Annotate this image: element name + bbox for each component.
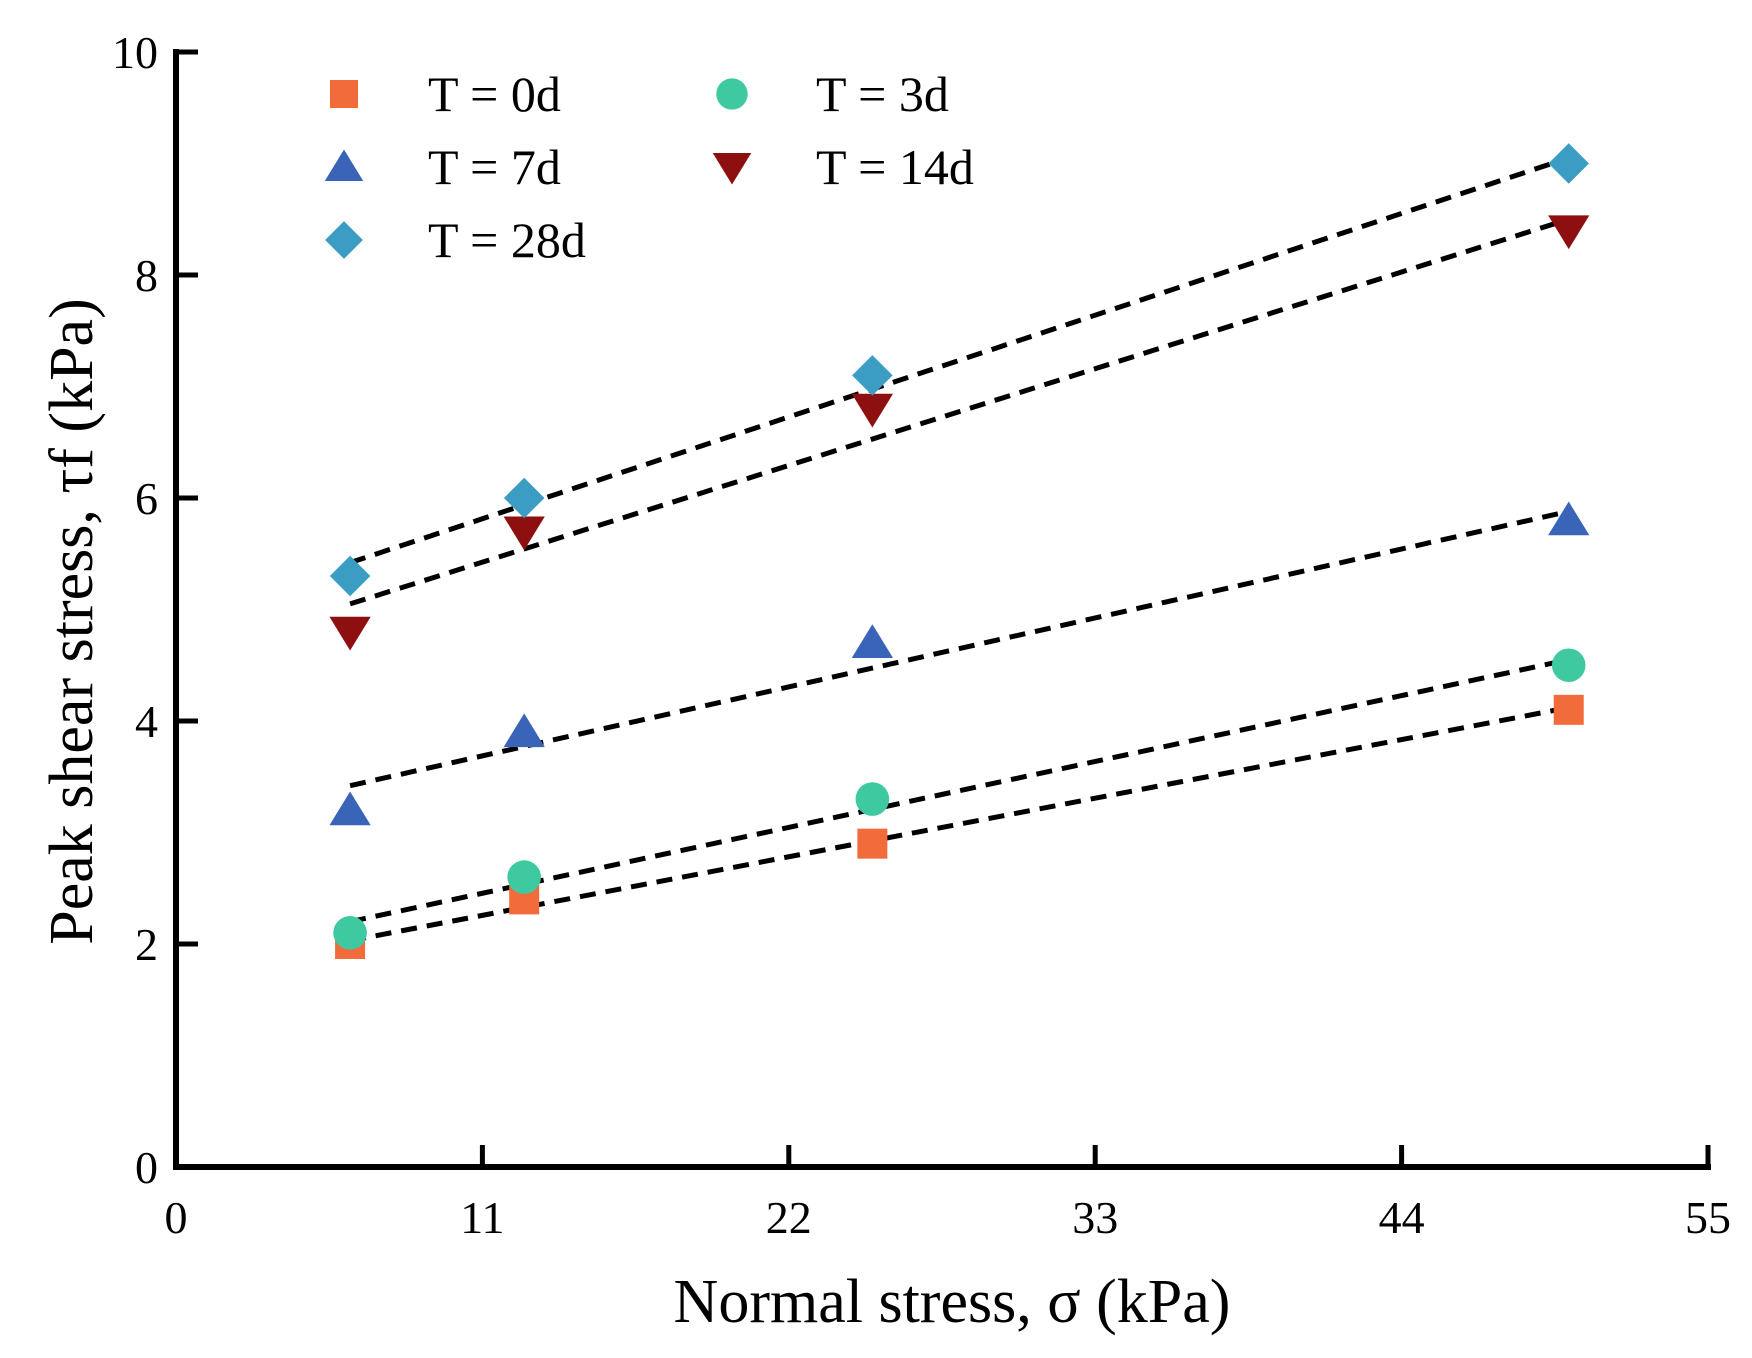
legend-marker: [712, 153, 752, 185]
x-tick-label: 0: [165, 1192, 188, 1243]
data-point: [1551, 648, 1586, 683]
x-tick-label: 11: [460, 1192, 504, 1243]
data-point: [507, 860, 541, 894]
fit-line: [349, 216, 1570, 607]
y-tick-label: 4: [135, 696, 158, 747]
x-tick-label: 33: [1072, 1192, 1118, 1243]
y-tick-label: 2: [135, 919, 158, 970]
data-points: [329, 143, 1590, 959]
data-point: [329, 791, 371, 826]
legend-marker: [324, 149, 364, 181]
data-point: [333, 916, 367, 950]
data-point: [1548, 143, 1589, 184]
legend-label: T = 28d: [428, 212, 586, 268]
data-point: [329, 555, 371, 597]
data-point: [1553, 694, 1584, 725]
data-point: [851, 393, 893, 428]
x-tick-label: 44: [1379, 1192, 1425, 1243]
y-tick-label: 8: [135, 250, 158, 301]
x-tick-label: 55: [1685, 1192, 1731, 1243]
data-point: [1548, 501, 1590, 536]
data-point: [851, 624, 893, 658]
fit-line: [349, 508, 1570, 789]
legend-label: T = 14d: [816, 139, 974, 195]
data-point: [503, 477, 545, 519]
y-tick-label: 6: [135, 473, 158, 524]
data-point: [855, 782, 890, 816]
data-point: [852, 355, 893, 396]
data-point: [329, 616, 371, 651]
legend-marker: [325, 221, 363, 259]
legend-marker: [716, 78, 748, 110]
legend: T = 0d T = 3d T = 7d T = 14d T = 28d: [324, 66, 974, 268]
legend-marker: [330, 80, 358, 108]
legend-label: T = 0d: [428, 66, 561, 122]
data-point: [857, 828, 888, 859]
legend-label: T = 7d: [428, 139, 561, 195]
data-point: [1548, 215, 1590, 250]
axes: 0 11 22 33 44 55 0 2 4 6 8 10: [112, 27, 1731, 1243]
fit-lines: [349, 155, 1570, 944]
y-axis-title: Peak shear stress, τf (kPa): [38, 298, 106, 944]
x-axis-title: Normal stress, σ (kPa): [674, 1268, 1231, 1336]
fit-line: [349, 155, 1570, 566]
y-tick-label: 10: [112, 27, 158, 78]
x-tick-label: 22: [766, 1192, 812, 1243]
data-point: [503, 516, 545, 551]
y-tick-label: 0: [135, 1142, 158, 1193]
data-point: [503, 713, 545, 748]
legend-label: T = 3d: [816, 66, 949, 122]
axis-titles: Normal stress, σ (kPa) Peak shear stress,…: [38, 298, 1230, 1336]
